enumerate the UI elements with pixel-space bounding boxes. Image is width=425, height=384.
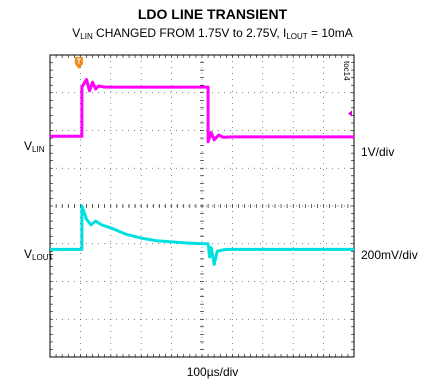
trigger-marker-label: T (77, 59, 82, 66)
subtitle-end: = 10mA (307, 26, 353, 40)
trigger-level-marker (348, 110, 352, 117)
series-label-vlin-main: V (24, 139, 33, 153)
subtitle-v: V (72, 26, 81, 40)
chart-title: LDO LINE TRANSIENT (137, 6, 288, 22)
grid (49, 54, 355, 358)
subtitle-mid: CHANGED FROM 1.75V to 2.75V, I (92, 26, 287, 40)
subtitle-i-sub: LOUT (286, 32, 308, 41)
scale-label-vlin: 1V/div (361, 145, 395, 159)
series-label-vlout: VLOUT (24, 247, 53, 262)
trigger-marker-arrow (74, 64, 83, 69)
series-label-vlin: VLIN (24, 139, 44, 154)
scale-label-vlout: 200mV/div (361, 248, 418, 262)
trigger-marker (74, 57, 83, 64)
traces (50, 78, 354, 266)
x-scale-label: 100µs/div (186, 365, 239, 379)
subtitle-v-sub: LIN (80, 32, 93, 41)
series-label-vlout-main: V (24, 247, 33, 261)
chart-subtitle: VLIN CHANGED FROM 1.75V to 2.75V, ILOUT … (0, 26, 425, 41)
series-label-vlout-sub: LOUT (32, 253, 54, 262)
trace-vlout (50, 204, 354, 266)
chart-id: toc14 (342, 61, 351, 81)
series-label-vlin-sub: LIN (32, 145, 45, 154)
trace-vlin (50, 78, 354, 144)
